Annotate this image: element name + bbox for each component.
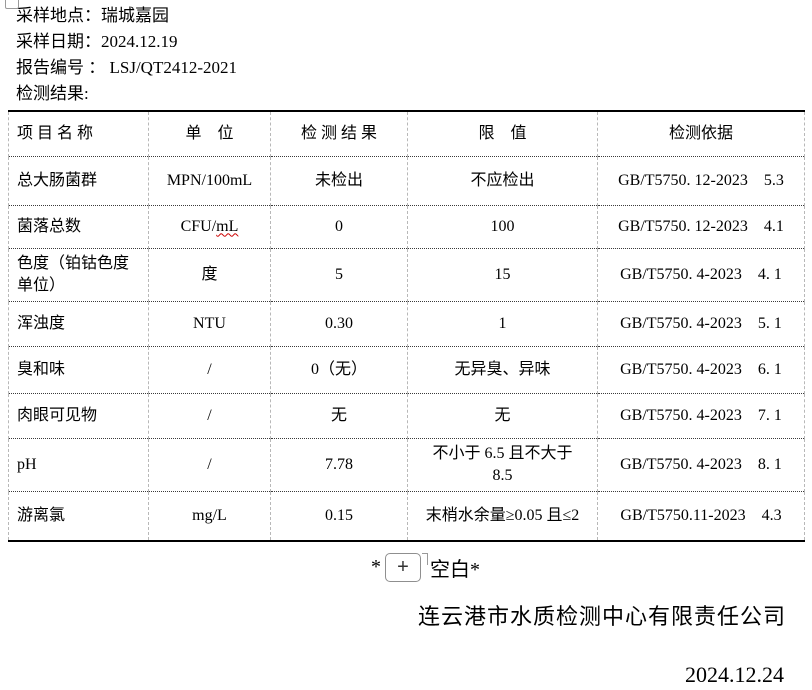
cell-limit: 不应检出 [407, 156, 598, 206]
cell-basis: GB/T5750. 4-2023 6. 1 [597, 346, 805, 394]
cell-basis: GB/T5750. 12-2023 5.3 [597, 156, 805, 206]
corner-fragment-box [5, 0, 19, 9]
cell-result: 0 [270, 205, 408, 249]
cell-limit: 15 [407, 248, 598, 302]
cell-unit: / [148, 438, 271, 492]
cell-basis: GB/T5750. 4-2023 7. 1 [597, 393, 805, 439]
cell-unit: MPN/100mL [148, 156, 271, 206]
table-row: 菌落总数 CFU/mL 0 100 GB/T5750. 12-2023 4.1 [8, 205, 805, 249]
asterisk-prefix: * [371, 555, 381, 578]
cell-basis: GB/T5750. 4-2023 4. 1 [597, 248, 805, 302]
table-row: 肉眼可见物 / 无 无 GB/T5750. 4-2023 7. 1 [8, 393, 805, 439]
cell-result: 未检出 [270, 156, 408, 206]
cell-item: 浑浊度 [8, 301, 149, 347]
blank-annotation-line: * + 空白* [371, 550, 812, 584]
cell-limit: 无 [407, 393, 598, 439]
cell-result: 0.15 [270, 491, 408, 541]
cell-basis: GB/T5750. 4-2023 5. 1 [597, 301, 805, 347]
report-date: 2024.12.24 [685, 662, 784, 687]
cell-limit: 末梢水余量≥0.05 且≤2 [407, 491, 598, 541]
cell-item: 菌落总数 [8, 205, 149, 249]
sampling-location: 采样地点：瑞城嘉园 [16, 6, 169, 25]
column-header-unit: 单 位 [148, 111, 271, 157]
cell-unit: CFU/mL [148, 205, 271, 249]
unit-spellcheck-text: mL [216, 217, 239, 235]
table-row: pH / 7.78 不小于 6.5 且不大于 8.5 GB/T5750. 4-2… [8, 438, 805, 492]
table-header-row: 项 目 名 称 单 位 检 测 结 果 限 值 检测依据 [8, 111, 805, 157]
plus-icon: + [397, 555, 409, 578]
column-header-item: 项 目 名 称 [8, 111, 149, 157]
cell-item: 总大肠菌群 [8, 156, 149, 206]
column-header-basis: 检测依据 [597, 111, 805, 157]
company-name: 连云港市水质检测中心有限责任公司 [417, 604, 786, 629]
bookmark-bracket-icon [422, 553, 428, 565]
expand-plus-button[interactable]: + [385, 552, 421, 582]
table-row: 色度（铂钴色度 单位） 度 5 15 GB/T5750. 4-2023 4. 1 [8, 248, 805, 302]
results-table: 项 目 名 称 单 位 检 测 结 果 限 值 检测依据 总大肠菌群 MPN/1… [8, 110, 805, 542]
cell-unit: mg/L [148, 491, 271, 541]
cell-item: 游离氯 [8, 491, 149, 541]
cell-result: 0（无） [270, 346, 408, 394]
unit-text: CFU/ [180, 217, 217, 235]
column-header-limit: 限 值 [407, 111, 598, 157]
cell-limit: 100 [407, 205, 598, 249]
report-number: 报告编号 ： LSJ/QT2412-2021 [16, 58, 237, 77]
column-header-result: 检 测 结 果 [270, 111, 408, 157]
cell-unit: 度 [148, 248, 271, 302]
cell-result: 0.30 [270, 301, 408, 347]
results-label: 检测结果: [16, 84, 89, 103]
cell-basis: GB/T5750. 12-2023 4.1 [597, 205, 805, 249]
table-row: 总大肠菌群 MPN/100mL 未检出 不应检出 GB/T5750. 12-20… [8, 156, 805, 206]
cell-basis: GB/T5750.11-2023 4.3 [597, 491, 805, 541]
cell-limit: 无异臭、异味 [407, 346, 598, 394]
cell-item: 臭和味 [8, 346, 149, 394]
cell-unit: NTU [148, 301, 271, 347]
sampling-date: 采样日期：2024.12.19 [16, 32, 178, 51]
report-header: 采样地点：瑞城嘉园 采样日期：2024.12.19 报告编号 ： LSJ/QT2… [0, 0, 812, 107]
cell-result: 5 [270, 248, 408, 302]
cell-unit: / [148, 393, 271, 439]
cell-basis: GB/T5750. 4-2023 8. 1 [597, 438, 805, 492]
cell-item: 色度（铂钴色度 单位） [8, 248, 149, 302]
cell-limit: 1 [407, 301, 598, 347]
table-row: 臭和味 / 0（无） 无异臭、异味 GB/T5750. 4-2023 6. 1 [8, 346, 805, 394]
cell-result: 无 [270, 393, 408, 439]
table-row: 游离氯 mg/L 0.15 末梢水余量≥0.05 且≤2 GB/T5750.11… [8, 491, 805, 541]
cell-limit: 不小于 6.5 且不大于 8.5 [407, 438, 598, 492]
cell-item: pH [8, 438, 149, 492]
cell-item: 肉眼可见物 [8, 393, 149, 439]
cell-result: 7.78 [270, 438, 408, 492]
blank-label: 空白* [430, 558, 480, 581]
table-row: 浑浊度 NTU 0.30 1 GB/T5750. 4-2023 5. 1 [8, 301, 805, 347]
cell-unit: / [148, 346, 271, 394]
